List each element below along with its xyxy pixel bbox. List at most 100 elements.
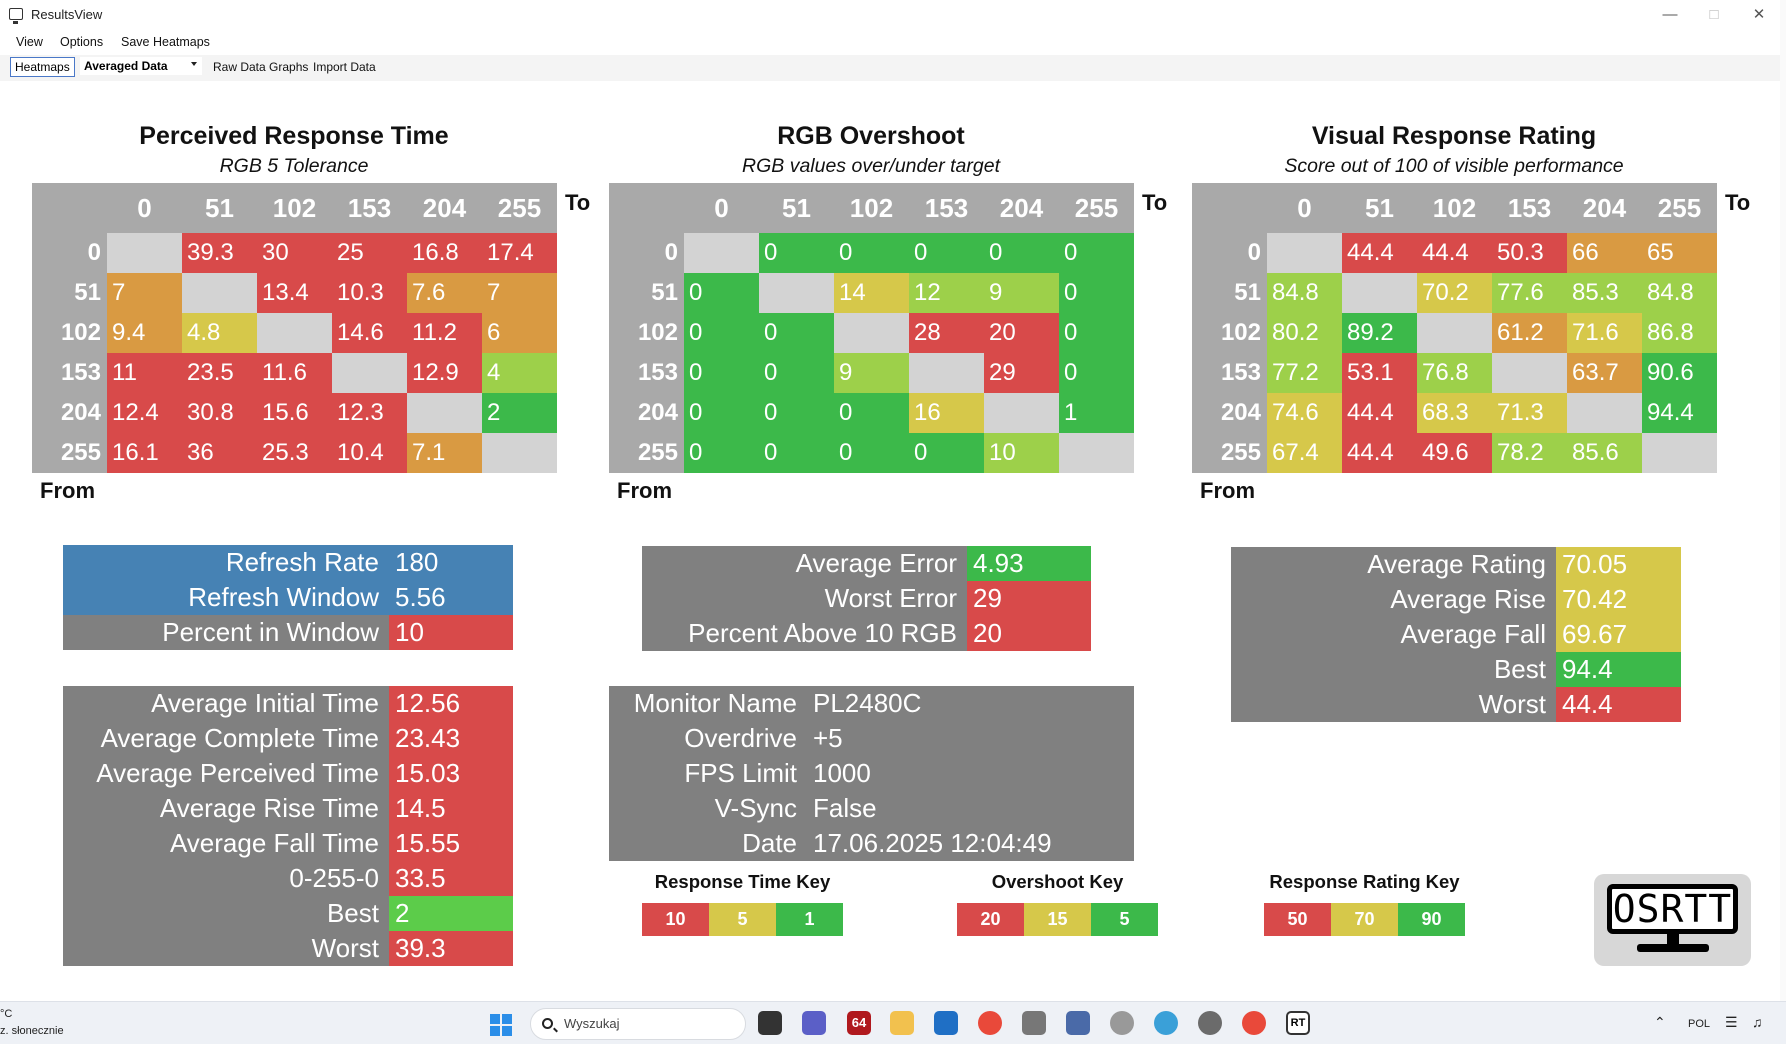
rating-stat-value: 70.42 xyxy=(1556,582,1681,617)
chevron-up-icon[interactable]: ⌃ xyxy=(1654,1014,1666,1030)
heatmap-cell xyxy=(684,233,759,273)
heatmap-col-header: 204 xyxy=(999,193,1044,223)
overshoot-stat-value: 29 xyxy=(967,581,1091,616)
heatmap-cell: 7.6 xyxy=(407,273,482,313)
heatmap-cell: 77.2 xyxy=(1267,353,1342,393)
taskbar-search-box[interactable] xyxy=(530,1008,746,1040)
weather-temp[interactable]: °C xyxy=(0,1008,13,1020)
heatmap-cell: 14 xyxy=(834,273,909,313)
heatmap-cell: 74.6 xyxy=(1267,393,1342,433)
close-button[interactable]: ✕ xyxy=(1752,6,1766,23)
key-swatch: 20 xyxy=(957,903,1024,936)
minimize-button[interactable]: — xyxy=(1662,6,1678,23)
refresh-stat-row: Percent in Window 10 xyxy=(63,615,513,650)
heatmap-cell: 63.7 xyxy=(1567,353,1642,393)
monitor-info-value: 1000 xyxy=(807,756,1134,791)
heatmap-cell: 17.4 xyxy=(482,233,557,273)
heatmap-cell: 67.4 xyxy=(1267,433,1342,473)
heatmap-col-header: 51 xyxy=(1365,193,1394,223)
heatmap-cell xyxy=(834,313,909,353)
windows-logo-icon xyxy=(490,1014,500,1024)
heatmap-cell: 89.2 xyxy=(1342,313,1417,353)
raw-data-graphs-button[interactable]: Raw Data Graphs xyxy=(213,60,309,74)
time-stat-label: Average Perceived Time xyxy=(63,756,389,791)
heatmap-cell: 76.8 xyxy=(1417,353,1492,393)
heatmap-cell xyxy=(182,273,257,313)
wifi-icon[interactable]: ☰ xyxy=(1725,1014,1738,1030)
heatmap-cell: 0 xyxy=(834,233,909,273)
heatmap-cell: 66 xyxy=(1567,233,1642,273)
heatmap-cell xyxy=(107,233,182,273)
teams-icon[interactable] xyxy=(802,1011,826,1035)
heatmap-cell: 61.2 xyxy=(1492,313,1567,353)
overshoot-stat-value: 20 xyxy=(967,616,1091,651)
heatmap-row-header: 153 xyxy=(1220,359,1261,386)
overshoot-stat-row: Worst Error 29 xyxy=(642,581,1091,616)
heatmap-cell: 0 xyxy=(759,233,834,273)
heatmap-cell: 23.5 xyxy=(182,353,257,393)
heatmap-cell xyxy=(1059,433,1134,473)
heatmap-cell: 86.8 xyxy=(1642,313,1717,353)
heatmap-cell xyxy=(332,353,407,393)
heatmap-cell: 0 xyxy=(684,313,759,353)
app-icon-generic[interactable] xyxy=(1022,1011,1046,1035)
heatmap-row-header: 255 xyxy=(60,439,101,466)
heatmap-cell: 0 xyxy=(909,433,984,473)
import-data-button[interactable]: Import Data xyxy=(313,60,376,74)
heatmap-cell: 12.4 xyxy=(107,393,182,433)
key-swatch: 5 xyxy=(709,903,776,936)
time-stat-value: 15.03 xyxy=(389,756,513,791)
device-manager-icon[interactable] xyxy=(1066,1011,1090,1035)
maximize-button[interactable]: □ xyxy=(1709,6,1719,23)
heatmap-row-header: 102 xyxy=(60,319,101,346)
rating-stat-label: Average Rating xyxy=(1231,547,1556,582)
monitor-base-icon xyxy=(1637,944,1709,952)
browser-icon[interactable] xyxy=(1154,1011,1178,1035)
key-swatch: 10 xyxy=(642,903,709,936)
heatmaps-tab-button[interactable]: Heatmaps xyxy=(10,57,75,77)
monitor-icon xyxy=(1607,884,1738,934)
heatmap-cell: 78.2 xyxy=(1492,433,1567,473)
heatmap-cell: 10.4 xyxy=(332,433,407,473)
file-explorer-icon[interactable] xyxy=(890,1011,914,1035)
start-button[interactable] xyxy=(490,1014,512,1036)
heatmap-cell: 11 xyxy=(107,353,182,393)
heatmap-row-header: 153 xyxy=(60,359,101,386)
menu-view[interactable]: View xyxy=(16,35,43,49)
disk-icon[interactable] xyxy=(1110,1011,1134,1035)
scrollbar[interactable] xyxy=(1780,0,1786,1001)
monitor-info-label: Date xyxy=(609,826,807,861)
heatmap-col-header: 102 xyxy=(272,193,317,223)
menu-save-heatmaps[interactable]: Save Heatmaps xyxy=(121,35,210,49)
monitor-info-label: FPS Limit xyxy=(609,756,807,791)
rating-stat-value: 94.4 xyxy=(1556,652,1681,687)
heatmap-cell: 0 xyxy=(1059,273,1134,313)
task-view-icon[interactable] xyxy=(758,1011,782,1035)
volume-icon[interactable]: ♫ xyxy=(1752,1014,1763,1030)
heatmap-cell: 50.3 xyxy=(1492,233,1567,273)
refresh-stat-row: Refresh Window 5.56 xyxy=(63,580,513,615)
heatmap-cell: 16 xyxy=(909,393,984,433)
settings-gear-icon[interactable] xyxy=(1198,1011,1222,1035)
key-swatch: 50 xyxy=(1264,903,1331,936)
chrome-icon[interactable] xyxy=(1242,1011,1266,1035)
key-swatch: 15 xyxy=(1024,903,1091,936)
chrome-icon[interactable] xyxy=(978,1011,1002,1035)
weather-desc[interactable]: z. słonecznie xyxy=(0,1025,64,1037)
aida64-icon[interactable]: 64 xyxy=(847,1011,871,1035)
heatmap-cell: 6 xyxy=(482,313,557,353)
mail-icon[interactable] xyxy=(934,1011,958,1035)
heatmap-cell: 0 xyxy=(1059,313,1134,353)
heatmap-cell: 7 xyxy=(482,273,557,313)
heatmap-cell xyxy=(1492,353,1567,393)
heatmap-cell: 84.8 xyxy=(1642,273,1717,313)
resultsview-app-icon[interactable]: RT xyxy=(1286,1011,1310,1035)
search-icon xyxy=(542,1018,553,1029)
time-stat-label: Worst xyxy=(63,931,389,966)
data-mode-dropdown[interactable]: Averaged Data xyxy=(80,57,202,75)
time-stat-row: Best 2 xyxy=(63,896,513,931)
heatmap-cell xyxy=(1267,233,1342,273)
menu-options[interactable]: Options xyxy=(60,35,104,49)
language-indicator[interactable]: POL xyxy=(1688,1018,1711,1030)
chevron-down-icon[interactable] xyxy=(191,62,197,66)
